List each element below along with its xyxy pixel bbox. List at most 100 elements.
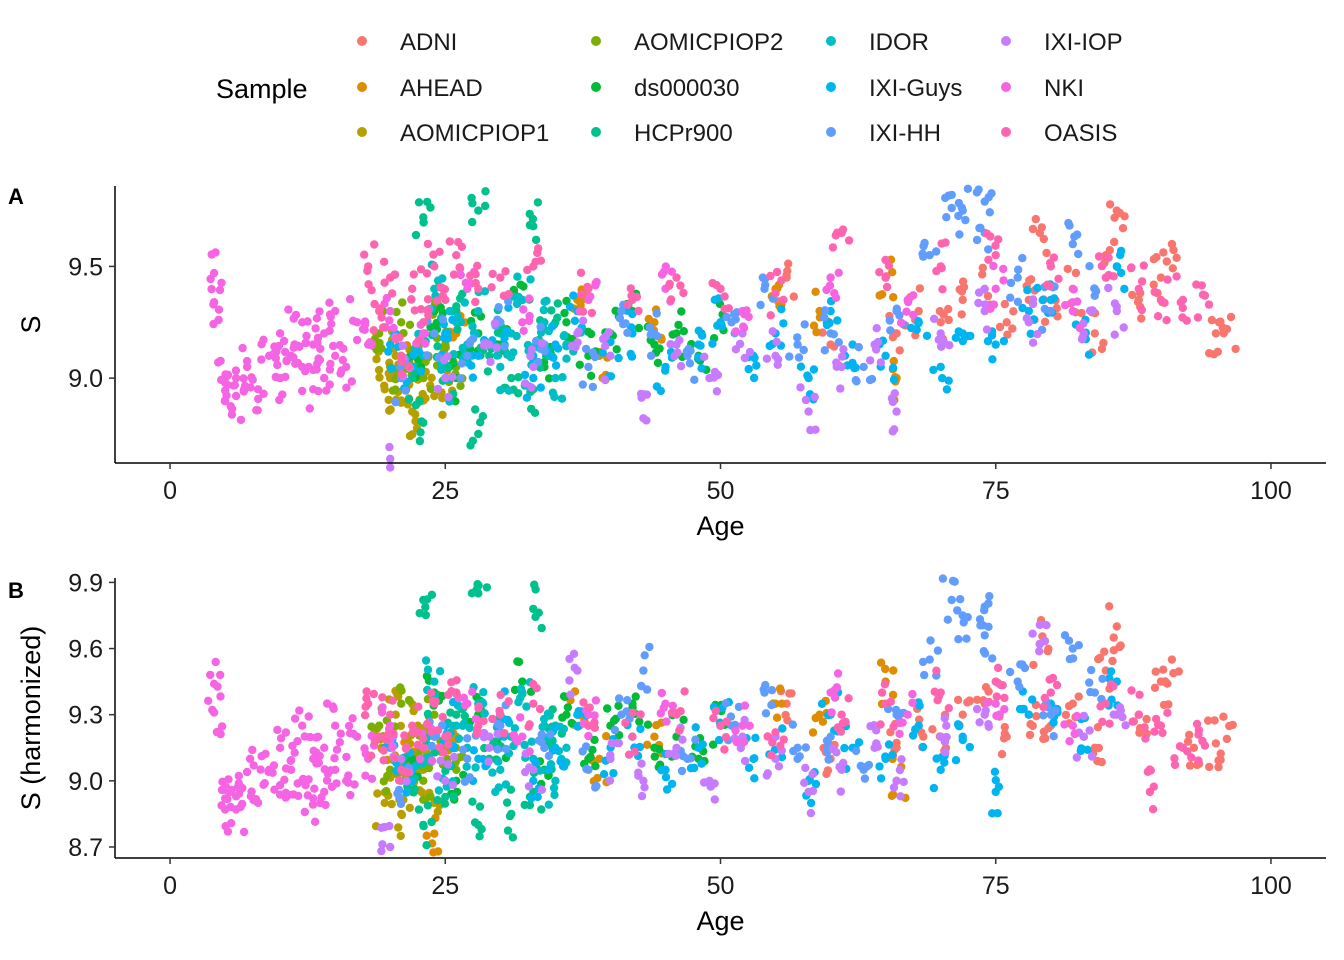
point-jitter-nki (667, 267, 676, 276)
point-nki (386, 306, 395, 316)
point-jitter-ixi-hh (963, 613, 972, 622)
point-jitter-oasis (363, 266, 372, 276)
point-ixi-iop (485, 743, 494, 752)
point-jitter-nki (275, 395, 284, 405)
point-jitter-adni (1149, 280, 1158, 289)
point-jitter-ixi-hh (984, 622, 993, 631)
point-jitter-ahead (643, 740, 652, 749)
point-jitter-ixi-hh (985, 208, 994, 217)
point-jitter-oasis (362, 694, 371, 703)
point-jitter-oasis (992, 692, 1001, 701)
point-jitter-idor (559, 724, 569, 734)
point-jitter-idor (550, 790, 559, 800)
point-jitter-oasis (400, 731, 409, 740)
point-jitter-nki (206, 670, 215, 680)
point-jitter-ds000030 (643, 720, 653, 729)
point-jitter-aomicpiop2 (367, 722, 376, 731)
point-jitter-oasis (944, 704, 953, 713)
point-jitter-hcpr900 (468, 436, 478, 445)
point-jitter-oasis (378, 323, 388, 332)
point-jitter-nki (206, 274, 215, 284)
x-tick-label: 75 (982, 872, 1010, 900)
point-jitter-ixi-hh (864, 760, 874, 770)
point-jitter-nki (325, 326, 334, 335)
point-jitter-hcpr900 (421, 610, 430, 620)
point-jitter-idor (496, 386, 505, 395)
point-jitter-ahead (889, 293, 898, 302)
point-jitter-ixi-iop (670, 352, 679, 361)
point-jitter-ixi-guys (806, 798, 816, 808)
point-jitter-adni (1159, 665, 1168, 674)
point-jitter-nki (252, 406, 261, 415)
point-jitter-ixi-hh (640, 651, 649, 660)
point-jitter-oasis (1141, 734, 1150, 743)
point-jitter-nki (217, 278, 226, 287)
point-adni (958, 710, 967, 719)
point-jitter-oasis (844, 236, 854, 245)
point-jitter-ixi-guys (697, 364, 706, 373)
point-jitter-aomicpiop2 (398, 298, 407, 307)
point-jitter-ixi-hh (438, 315, 448, 324)
point-oasis (672, 273, 681, 282)
point-jitter-ixi-iop (945, 341, 954, 350)
point-jitter-idor (520, 740, 529, 750)
point-jitter-hcpr900 (449, 792, 458, 801)
point-jitter-oasis (445, 237, 454, 246)
point-jitter-ixi-iop (740, 353, 749, 363)
point-jitter-nki (731, 726, 740, 735)
point-jitter-nki (348, 714, 357, 723)
point-hcpr900 (474, 429, 483, 439)
point-jitter-nki (830, 693, 840, 702)
point-jitter-oasis (1183, 747, 1192, 756)
point-jitter-oasis (403, 768, 412, 777)
point-jitter-ixi-iop (571, 342, 580, 352)
point-jitter-ixi-iop (607, 738, 616, 748)
point-jitter-oasis (1153, 312, 1163, 321)
point-adni (936, 318, 945, 327)
point-jitter-adni (1094, 743, 1104, 753)
point-jitter-idor (516, 684, 526, 693)
point-jitter-ixi-iop (897, 755, 906, 764)
point-jitter-oasis (984, 255, 993, 264)
point-jitter-adni (1108, 656, 1117, 666)
point-jitter-ixi-iop (385, 821, 394, 831)
point-jitter-nki (317, 793, 326, 802)
point-jitter-nki (350, 780, 359, 789)
point-jitter-ixi-iop (872, 345, 881, 354)
point-nki (242, 362, 252, 372)
point-jitter-nki (367, 774, 377, 783)
point-jitter-ixi-hh (933, 646, 943, 655)
point-jitter-oasis (479, 716, 488, 726)
point-jitter-ixi-hh (588, 382, 598, 392)
point-jitter-nki (367, 340, 376, 350)
point-jitter-ixi-hh (1087, 665, 1096, 675)
legend-label-oasis: OASIS (1044, 120, 1117, 147)
point-jitter-oasis (583, 282, 592, 292)
point-jitter-ixi-hh (799, 345, 808, 355)
point-jitter-ixi-iop (666, 340, 675, 349)
point-ixi-iop (529, 362, 538, 372)
point-jitter-adni (888, 333, 898, 342)
point-jitter-ixi-iop (569, 649, 579, 658)
point-jitter-hcpr900 (411, 400, 421, 410)
point-jitter-oasis (413, 740, 423, 749)
point-jitter-oasis (777, 276, 786, 285)
point-jitter-oasis (627, 291, 636, 300)
point-jitter-ixi-hh (646, 351, 656, 360)
point-jitter-ixi-guys (502, 326, 511, 336)
point-jitter-nki (342, 752, 351, 762)
point-jitter-oasis (423, 719, 432, 728)
point-jitter-ixi-hh (892, 304, 901, 313)
point-jitter-ixi-iop (810, 392, 819, 402)
point-aomicpiop1 (430, 391, 439, 401)
point-jitter-ixi-iop (614, 738, 623, 748)
point-jitter-oasis (1054, 274, 1063, 283)
x-tick-label: 0 (163, 872, 177, 900)
point-jitter-nki (903, 297, 913, 307)
point-jitter-ahead (812, 328, 821, 337)
point-jitter-oasis (426, 688, 436, 697)
point-jitter-ds000030 (436, 303, 445, 312)
point-jitter-oasis (404, 362, 413, 371)
point-jitter-oasis (432, 296, 442, 305)
point-jitter-hcpr900 (416, 428, 425, 437)
